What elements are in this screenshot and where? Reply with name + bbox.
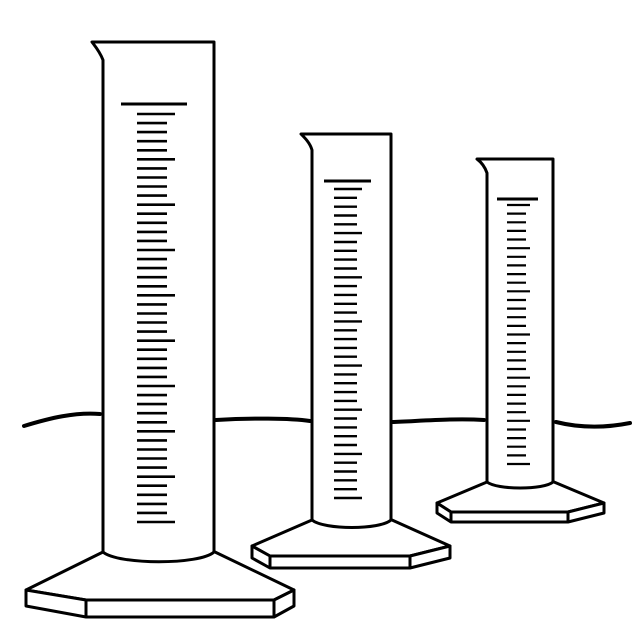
horizon-segment-right xyxy=(554,420,632,429)
cylinder-small-base-front xyxy=(435,501,606,524)
graduated-cylinder-medium xyxy=(250,132,452,570)
cylinder-small-scale xyxy=(507,203,530,466)
graduated-cylinder-large xyxy=(24,40,296,619)
horizon-segment-left xyxy=(22,411,102,428)
horizon-line xyxy=(22,411,632,429)
cylinder-medium-scale xyxy=(334,187,362,500)
cylinder-large-tube xyxy=(90,40,216,564)
cylinder-large-scale xyxy=(137,112,175,524)
horizon-segment-mid2 xyxy=(390,417,486,424)
graduated-cylinder-small xyxy=(435,157,606,524)
cylinder-medium-base-front xyxy=(250,544,452,570)
cylinder-large-base-front xyxy=(24,588,296,619)
horizon-segment-mid xyxy=(214,416,312,423)
cylinder-small-tube xyxy=(475,157,555,490)
